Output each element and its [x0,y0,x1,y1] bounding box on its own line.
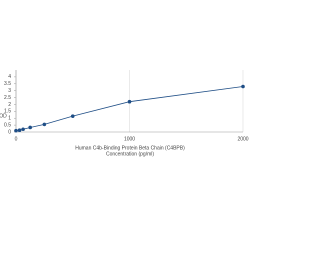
data-point [28,125,32,130]
data-point [21,127,25,132]
y-tick-label: 2.5 [4,95,11,101]
data-point [17,128,22,133]
y-tick-label: 3.5 [4,81,11,87]
chart: Human C4b-Binding Protein Beta Chain (C4… [0,70,249,157]
x-tick-label: 2000 [237,136,248,142]
y-axis-title: OD [0,113,7,119]
y-tick-label: 0 [8,129,11,135]
y-tick-label: 4 [8,74,11,80]
data-point [127,99,132,104]
x-tick-label: 1000 [124,136,135,142]
y-tick-label: 1 [8,116,11,122]
y-tick-label: 2 [8,102,11,108]
x-axis-title: Concentration (pg/ml) [106,151,154,157]
y-tick-label: 3 [8,88,11,94]
data-point [70,114,75,118]
data-point [241,84,245,89]
data-point [42,122,47,127]
x-tick-label: 0 [15,136,18,142]
y-tick-label: 0.5 [4,122,11,128]
data-point [14,128,18,133]
y-tick-label: 1.5 [4,109,11,115]
x-axis-title: Human C4b-Binding Protein Beta Chain (C4… [75,145,185,151]
